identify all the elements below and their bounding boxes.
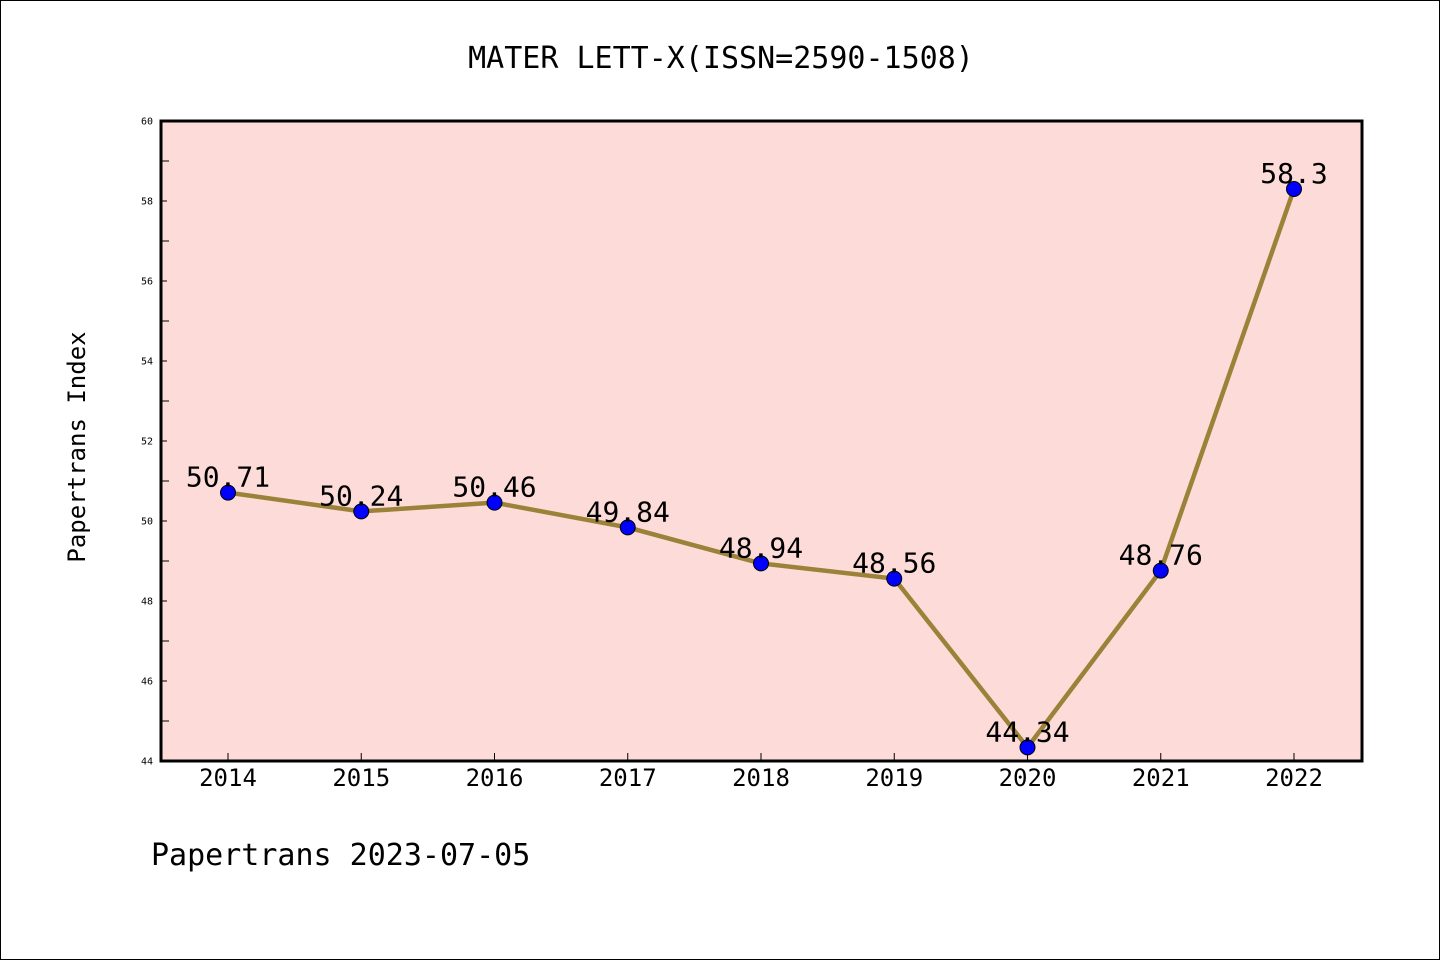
footer-text: Papertrans 2023-07-05 bbox=[151, 838, 530, 873]
y-tick-label: 46 bbox=[141, 677, 153, 688]
data-point bbox=[220, 484, 236, 501]
y-tick-label: 56 bbox=[141, 277, 153, 288]
x-tick-label: 2018 bbox=[732, 764, 790, 792]
x-tick-label: 2022 bbox=[1265, 764, 1323, 792]
data-label: 49.84 bbox=[586, 495, 670, 528]
y-tick-label: 52 bbox=[141, 437, 153, 448]
data-label: 48.56 bbox=[852, 547, 936, 580]
data-point bbox=[1286, 181, 1302, 197]
y-axis: 44 46 48 50 52 54 56 58 60 bbox=[141, 117, 169, 768]
y-tick-label: 54 bbox=[141, 357, 153, 368]
data-point bbox=[753, 555, 769, 572]
x-axis: 2014 2015 2016 2017 2018 2019 2020 2021 2022 bbox=[199, 753, 1323, 792]
marker-group bbox=[220, 181, 1302, 756]
data-label-group: 50.71 50.24 50.46 49.84 48.94 48.56 44.34 48.76… bbox=[186, 157, 1328, 748]
data-point bbox=[486, 494, 503, 511]
data-label: 58.3 bbox=[1260, 157, 1327, 190]
data-label: 44.34 bbox=[985, 715, 1069, 748]
data-point bbox=[886, 570, 903, 587]
data-label: 48.76 bbox=[1119, 539, 1203, 572]
x-tick-label: 2021 bbox=[1132, 764, 1190, 792]
data-label: 50.46 bbox=[452, 471, 536, 504]
y-tick-label: 58 bbox=[141, 197, 153, 208]
chart-title: MATER LETT-X(ISSN=2590-1508) bbox=[468, 41, 974, 76]
y-tick-label: 44 bbox=[141, 757, 153, 768]
x-tick-label: 2014 bbox=[199, 764, 257, 792]
data-point bbox=[1152, 562, 1169, 579]
y-tick-label: 48 bbox=[141, 597, 153, 608]
x-tick-label: 2016 bbox=[466, 764, 524, 792]
y-axis-label: Papertrans Index bbox=[63, 331, 91, 562]
plot-border bbox=[159, 119, 1364, 763]
data-label: 48.94 bbox=[719, 531, 803, 564]
x-tick-label: 2017 bbox=[599, 764, 657, 792]
data-point bbox=[353, 503, 370, 520]
plot-area bbox=[161, 121, 1362, 761]
y-tick-label: 50 bbox=[141, 517, 153, 528]
data-label: 50.71 bbox=[186, 461, 270, 494]
y-tick-label: 60 bbox=[141, 117, 153, 128]
x-tick-label: 2015 bbox=[332, 764, 390, 792]
data-point bbox=[619, 519, 636, 536]
x-tick-label: 2019 bbox=[865, 764, 923, 792]
x-tick-label: 2020 bbox=[999, 764, 1057, 792]
data-point bbox=[1019, 739, 1036, 756]
data-label: 50.24 bbox=[319, 479, 403, 512]
